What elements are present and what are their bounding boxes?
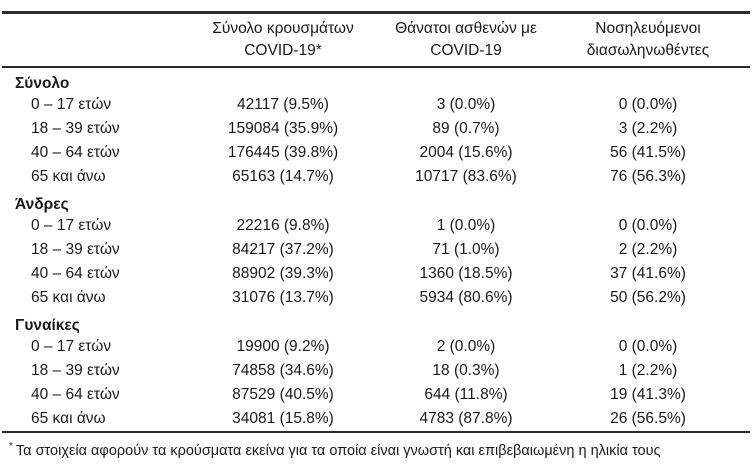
cell-cases: 42117 (9.5%)	[237, 96, 329, 113]
table-row: 65 και άνω 65163 (14.7%) 10717 (83.6%) 7…	[0, 165, 752, 189]
row-label-age: 0 – 17 ετών	[31, 96, 112, 113]
cell-intubated: 0 (0.0%)	[618, 338, 678, 355]
group-label-total: Σύνολο	[15, 75, 70, 92]
group-header-women: Γυναίκες	[0, 310, 752, 335]
cell-deaths: 2 (0.0%)	[436, 338, 496, 355]
table-row: 0 – 17 ετών 22216 (9.8%) 1 (0.0%) 0 (0.0…	[0, 214, 752, 238]
cell-deaths: 644 (11.8%)	[424, 386, 508, 403]
row-label-age: 18 – 39 ετών	[31, 362, 120, 379]
row-label-age: 40 – 64 ετών	[31, 265, 120, 282]
table-row: 0 – 17 ετών 42117 (9.5%) 3 (0.0%) 0 (0.0…	[0, 93, 752, 117]
group-label-women: Γυναίκες	[15, 317, 80, 334]
cell-cases: 87529 (40.5%)	[232, 386, 334, 403]
footnote-asterisk: *	[9, 441, 13, 452]
group-header-men: Άνδρες	[0, 189, 752, 214]
table-row: 65 και άνω 31076 (13.7%) 5934 (80.6%) 50…	[0, 286, 752, 310]
table-row: 40 – 64 ετών 87529 (40.5%) 644 (11.8%) 1…	[0, 383, 752, 407]
cell-deaths: 2004 (15.6%)	[419, 144, 513, 161]
cell-deaths: 3 (0.0%)	[436, 96, 496, 113]
cell-cases: 34081 (15.8%)	[232, 410, 334, 427]
footnote-text: Τα στοιχεία αφορούν τα κρούσματα εκείνα …	[15, 442, 661, 459]
cell-intubated: 0 (0.0%)	[618, 96, 678, 113]
row-label-age: 18 – 39 ετών	[31, 120, 120, 137]
cell-cases: 19900 (9.2%)	[236, 338, 330, 355]
table-top-rule	[2, 11, 750, 14]
table-row: 40 – 64 ετών 176445 (39.8%) 2004 (15.6%)…	[0, 141, 752, 165]
cell-intubated: 76 (56.3%)	[610, 168, 686, 185]
cell-intubated: 50 (56.2%)	[610, 289, 686, 306]
table-row: 18 – 39 ετών 159084 (35.9%) 89 (0.7%) 3 …	[0, 117, 752, 141]
header-deaths-line2: COVID-19	[430, 42, 502, 59]
header-deaths-line1: Θάνατοι ασθενών με	[395, 20, 537, 37]
cell-intubated: 1 (2.2%)	[618, 362, 678, 379]
cell-cases: 84217 (37.2%)	[232, 241, 334, 258]
table-row: 40 – 64 ετών 88902 (39.3%) 1360 (18.5%) …	[0, 262, 752, 286]
footnote: * Τα στοιχεία αφορούν τα κρούσματα εκείνα…	[0, 433, 752, 461]
cell-deaths: 71 (1.0%)	[432, 241, 500, 258]
cell-intubated: 2 (2.2%)	[618, 241, 678, 258]
footnote-top-rule	[2, 431, 750, 433]
header-intubated-line1: Νοσηλευόμενοι	[595, 20, 701, 37]
row-label-age: 0 – 17 ετών	[31, 217, 112, 234]
table-header-row: Σύνολο κρουσμάτων COVID-19* Θάνατοι ασθε…	[0, 14, 752, 66]
cell-cases: 88902 (39.3%)	[232, 265, 334, 282]
table-row: 18 – 39 ετών 84217 (37.2%) 71 (1.0%) 2 (…	[0, 238, 752, 262]
header-bottom-rule	[2, 66, 750, 68]
cell-deaths: 5934 (80.6%)	[419, 289, 513, 306]
cell-deaths: 89 (0.7%)	[432, 120, 500, 137]
cell-deaths: 4783 (87.8%)	[419, 410, 513, 427]
header-intubated-line2: διασωληνωθέντες	[586, 42, 710, 59]
cell-intubated: 26 (56.5%)	[610, 410, 686, 427]
group-header-total: Σύνολο	[0, 68, 752, 93]
cell-cases: 176445 (39.8%)	[227, 144, 339, 161]
header-cell-deaths: Θάνατοι ασθενών με COVID-19	[376, 18, 556, 62]
row-label-age: 18 – 39 ετών	[31, 241, 120, 258]
row-label-age: 0 – 17 ετών	[31, 338, 112, 355]
group-label-men: Άνδρες	[15, 196, 69, 213]
cell-cases: 65163 (14.7%)	[232, 168, 334, 185]
header-cell-cases: Σύνολο κρουσμάτων COVID-19*	[190, 18, 376, 62]
cell-deaths: 18 (0.3%)	[432, 362, 500, 379]
header-cell-intubated: Νοσηλευόμενοι διασωληνωθέντες	[556, 18, 740, 62]
table-row: 65 και άνω 34081 (15.8%) 4783 (87.8%) 26…	[0, 407, 752, 431]
cell-intubated: 0 (0.0%)	[618, 217, 678, 234]
cell-intubated: 37 (41.6%)	[610, 265, 686, 282]
row-label-age: 65 και άνω	[31, 410, 106, 427]
covid-age-table: Σύνολο κρουσμάτων COVID-19* Θάνατοι ασθε…	[0, 11, 752, 461]
cell-deaths: 10717 (83.6%)	[415, 168, 517, 185]
row-label-age: 40 – 64 ετών	[31, 386, 120, 403]
cell-deaths: 1 (0.0%)	[436, 217, 496, 234]
cell-cases: 159084 (35.9%)	[227, 120, 339, 137]
cell-intubated: 19 (41.3%)	[610, 386, 686, 403]
header-cases-line1: Σύνολο κρουσμάτων	[212, 20, 354, 37]
row-label-age: 65 και άνω	[31, 168, 106, 185]
cell-cases: 22216 (9.8%)	[236, 217, 330, 234]
cell-intubated: 56 (41.5%)	[610, 144, 686, 161]
row-label-age: 65 και άνω	[31, 289, 106, 306]
cell-cases: 31076 (13.7%)	[232, 289, 334, 306]
cell-intubated: 3 (2.2%)	[618, 120, 678, 137]
table-row: 18 – 39 ετών 74858 (34.6%) 18 (0.3%) 1 (…	[0, 359, 752, 383]
header-cases-line2: COVID-19*	[244, 42, 322, 59]
row-label-age: 40 – 64 ετών	[31, 144, 120, 161]
header-cell-empty	[0, 18, 190, 62]
table-row: 0 – 17 ετών 19900 (9.2%) 2 (0.0%) 0 (0.0…	[0, 335, 752, 359]
cell-deaths: 1360 (18.5%)	[419, 265, 513, 282]
cell-cases: 74858 (34.6%)	[232, 362, 334, 379]
